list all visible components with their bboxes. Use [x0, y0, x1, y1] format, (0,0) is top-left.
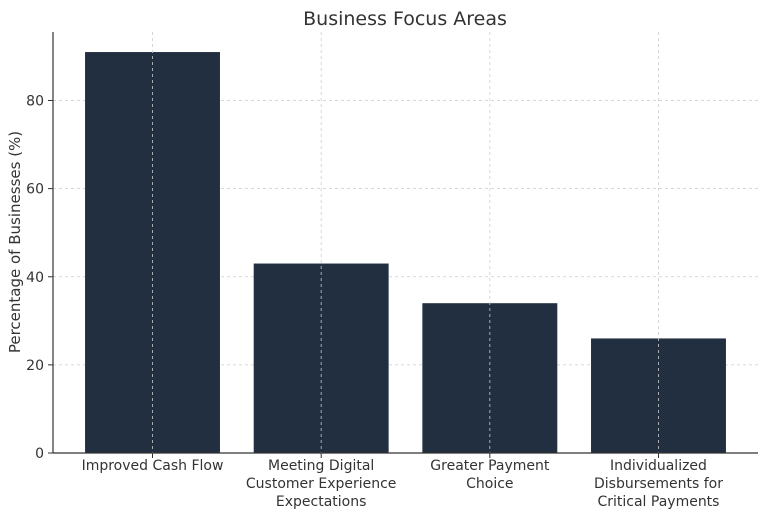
x-tick-label-line: Improved Cash Flow — [82, 458, 224, 474]
x-tick-label: Individualized Disbursements for Critical … — [594, 458, 723, 510]
x-tick-label-line: Disbursements for — [594, 476, 723, 492]
y-tick-label: 20 — [26, 358, 44, 374]
y-tick-label: 80 — [26, 94, 44, 110]
x-tick-label-line: Meeting Digital — [268, 458, 374, 474]
y-tick-label: 40 — [26, 270, 44, 286]
y-tick-label: 0 — [35, 446, 44, 462]
chart-title: Business Focus Areas — [303, 8, 507, 30]
x-tick-label: Improved Cash Flow — [82, 458, 224, 474]
x-tick-label-line: Critical Payments — [597, 494, 719, 510]
x-tick-label-line: Expectations — [276, 494, 367, 510]
x-tick-label-line: Customer Experience — [246, 476, 397, 492]
y-axis-label: Percentage of Businesses (%) — [6, 131, 24, 353]
x-tick-label-line: Greater Payment — [430, 458, 550, 474]
y-tick-label: 60 — [26, 182, 44, 198]
x-tick-label-line: Individualized — [610, 458, 707, 474]
x-tick-label: Meeting Digital Customer Experience Expect… — [246, 458, 397, 510]
x-tick-label: Greater Payment Choice — [430, 458, 550, 492]
x-tick-label-line: Choice — [466, 476, 513, 492]
